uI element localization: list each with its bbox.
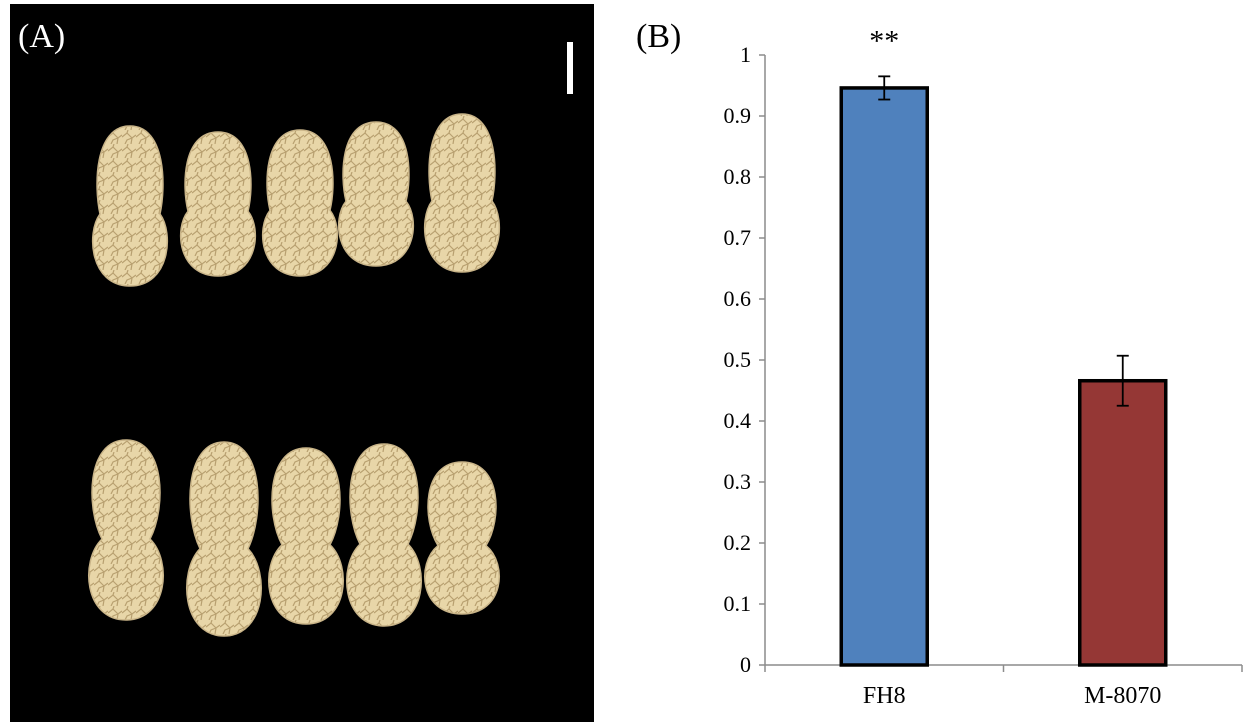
bar-fh8 <box>839 86 929 667</box>
y-tick-label: 0 <box>740 652 751 677</box>
y-tick-label: 0.4 <box>724 408 752 433</box>
category-label: M-8070 <box>1084 683 1161 709</box>
peanut-pod <box>337 121 415 267</box>
y-tick-label: 0.1 <box>724 591 752 616</box>
panel-label-b: (B) <box>636 18 682 55</box>
pod-photo <box>88 42 573 637</box>
y-tick-label: 0.3 <box>724 469 752 494</box>
peanut-pod <box>179 131 257 277</box>
pod-photo-panel <box>10 4 594 722</box>
y-tick-label: 0.6 <box>724 286 752 311</box>
pod-row-m8070 <box>88 439 500 637</box>
bar-m-8070 <box>1078 378 1168 667</box>
peanut-pod <box>424 461 500 615</box>
category-label: FH8 <box>863 683 906 709</box>
scale-bar <box>567 42 573 94</box>
pod-row-fh8 <box>91 113 501 287</box>
y-tick-label: 0.2 <box>724 530 752 555</box>
y-tick-label: 1 <box>740 42 751 67</box>
peanut-pod <box>91 125 169 287</box>
peanut-pod <box>88 439 164 621</box>
bar-chart: 00.10.20.30.40.50.60.70.80.91 FH8 M-8070 … <box>724 24 1243 709</box>
peanut-pod <box>186 441 262 637</box>
category-labels: FH8 M-8070 <box>863 683 1162 709</box>
peanut-pod <box>423 113 501 273</box>
peanut-pod <box>346 443 422 627</box>
y-tick-label: 0.7 <box>724 225 752 250</box>
bars <box>839 86 1168 667</box>
y-tick-label: 0.9 <box>724 103 752 128</box>
annotations: ** <box>869 24 899 57</box>
error-bar-m-8070 <box>1116 354 1129 407</box>
error-bars <box>878 75 1129 407</box>
y-tick-label: 0.8 <box>724 164 752 189</box>
y-ticks: 0 0.1 0.2 0.3 0.4 0.5 0.6 0.7 0.8 0.9 1 <box>724 42 765 677</box>
peanut-pod <box>261 129 339 277</box>
y-tick-label: 0.5 <box>724 347 752 372</box>
peanut-pod <box>268 447 344 625</box>
significance-marker: ** <box>869 24 899 57</box>
panel-label-a: (A) <box>18 18 66 55</box>
error-bar-fh8 <box>878 75 891 101</box>
x-ticks <box>764 665 1243 672</box>
